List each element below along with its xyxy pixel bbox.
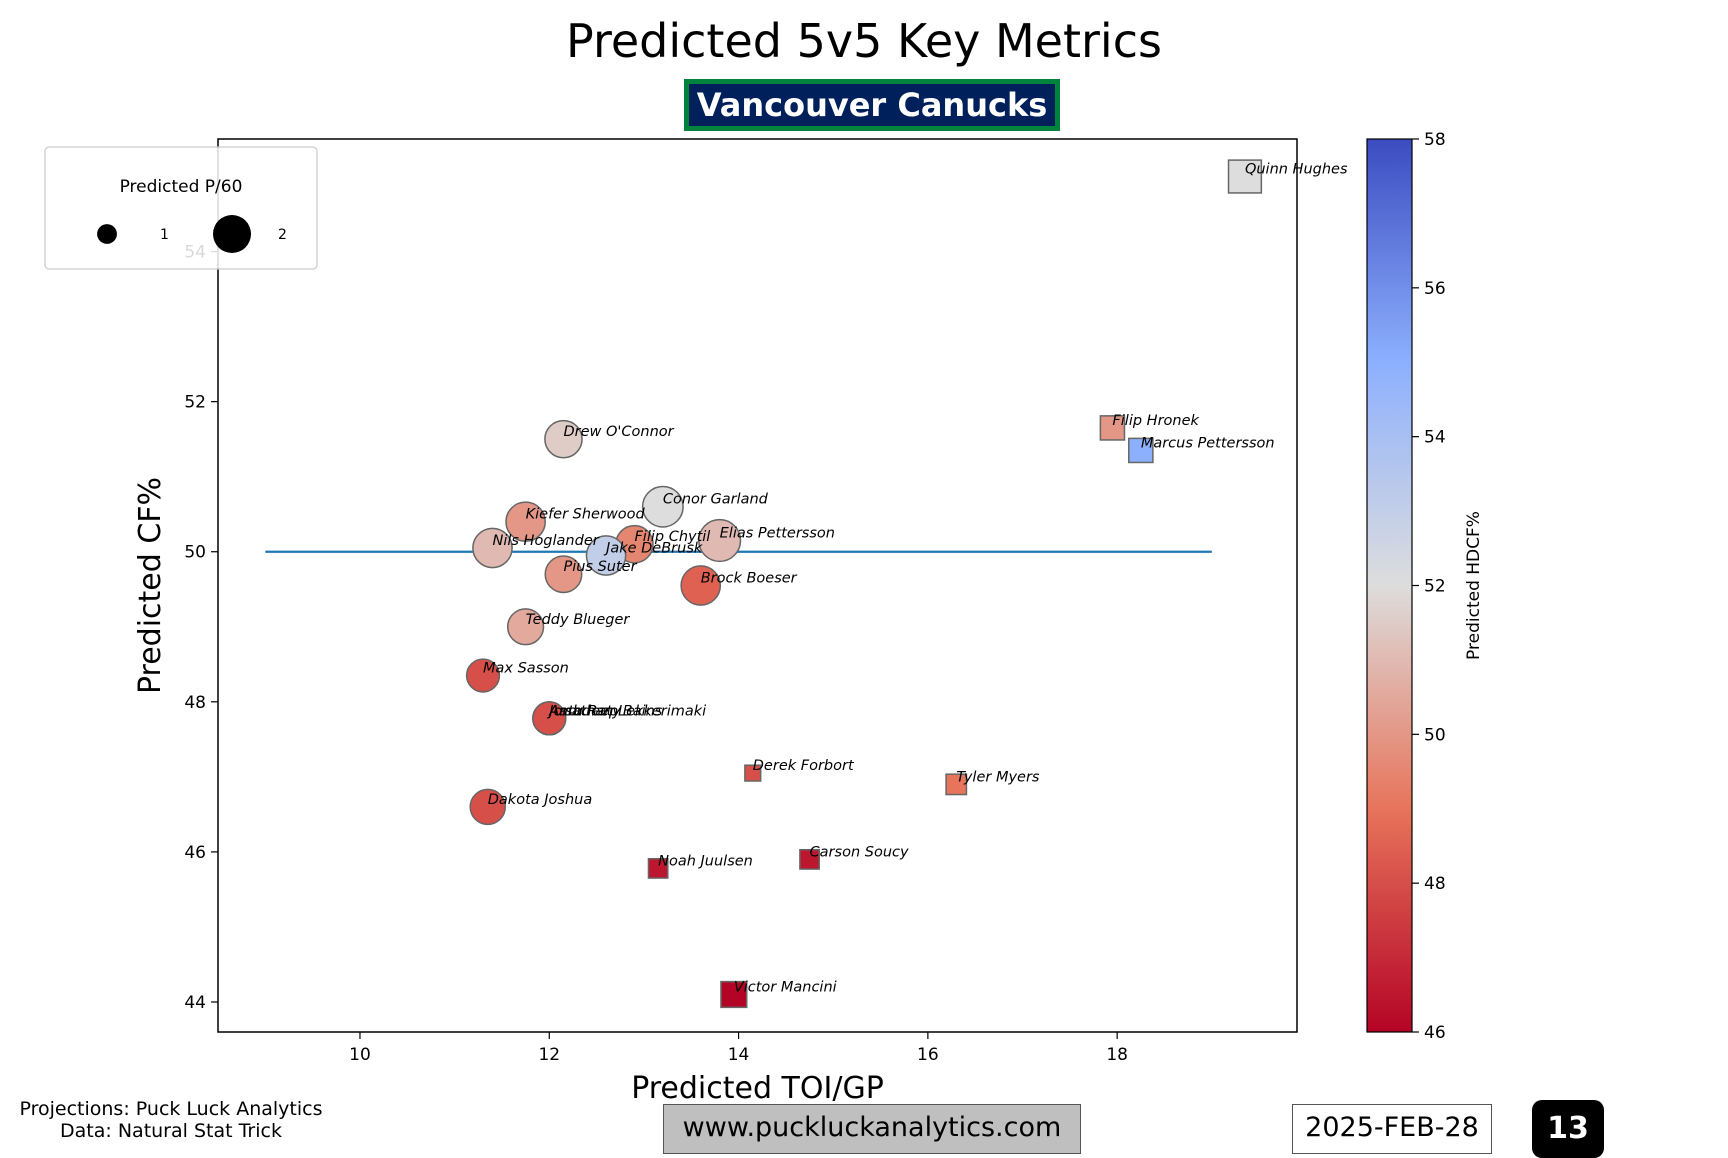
player-marker <box>585 535 627 576</box>
player-label: Elias Pettersson <box>720 525 835 541</box>
player-label: Quinn Hughes <box>1245 162 1348 178</box>
player-label: Victor Mancini <box>734 979 837 995</box>
player-marker <box>506 608 545 646</box>
player-label: Aatu Raty <box>548 703 621 719</box>
y-tick-label: 50 <box>184 543 206 563</box>
colorbar-tick-label: 48 <box>1424 874 1446 894</box>
player-marker <box>469 788 507 826</box>
colorbar-tick-label: 56 <box>1424 279 1446 299</box>
player-marker <box>1128 437 1154 464</box>
colorbar-tick-label: 52 <box>1424 577 1446 597</box>
player-marker <box>465 658 501 693</box>
player-label: Jonathan Lekkerimaki <box>546 703 706 719</box>
player-marker <box>641 485 684 528</box>
colorbar-tick-label: 46 <box>1424 1023 1446 1043</box>
credits: Projections: Puck Luck Analytics Data: N… <box>10 1098 332 1142</box>
colorbar-tick-label: 54 <box>1424 428 1446 448</box>
player-label: Marcus Pettersson <box>1141 435 1275 451</box>
size-legend-title: Predicted P/60 <box>120 177 243 197</box>
website-label: www.puckluckanalytics.com <box>663 1104 1081 1154</box>
player-label: Conor Garland <box>663 492 769 508</box>
page-number-badge: 13 <box>1532 1100 1604 1158</box>
page-title: Predicted 5v5 Key Metrics <box>566 14 1162 68</box>
colorbar-label: Predicted HDCF% <box>1464 511 1484 660</box>
x-tick-label: 16 <box>917 1045 939 1065</box>
size-legend-marker <box>97 224 117 244</box>
player-label: Drew O'Connor <box>563 424 674 440</box>
size-legend-marker <box>212 214 252 254</box>
x-tick-label: 18 <box>1106 1045 1128 1065</box>
size-legend-box <box>44 146 318 270</box>
player-marker <box>647 857 669 879</box>
y-axis-label: Predicted CF% <box>133 477 168 694</box>
y-tick-label: 44 <box>184 993 206 1013</box>
player-label: Filip Hronek <box>1112 413 1199 429</box>
player-label: Kiefer Sherwood <box>526 507 646 523</box>
player-marker <box>680 565 722 606</box>
size-legend-label: 2 <box>278 227 287 243</box>
player-label: Brock Boeser <box>701 571 798 587</box>
player-marker <box>544 419 583 459</box>
y-tick-label: 48 <box>184 693 206 713</box>
colorbar <box>1366 138 1413 1033</box>
player-marker <box>505 501 546 543</box>
date-label: 2025-FEB-28 <box>1292 1104 1492 1154</box>
player-label: Noah Juulsen <box>658 853 753 869</box>
player-marker <box>698 518 742 563</box>
player-label: Max Sasson <box>483 661 569 677</box>
player-label: Derek Forbort <box>753 758 855 774</box>
player-marker <box>544 555 583 594</box>
size-legend-label: 1 <box>160 227 169 243</box>
y-tick-label: 52 <box>184 393 206 413</box>
player-label: Nils Hoglander <box>492 533 599 549</box>
player-label: Carson Soucy <box>810 844 909 860</box>
player-label: Teddy Blueger <box>526 612 631 628</box>
player-label: Filip Chytil <box>634 529 710 545</box>
player-label: Jake DeBrusk <box>603 540 703 556</box>
player-marker <box>744 764 762 782</box>
player-marker <box>799 848 820 870</box>
x-tick-label: 14 <box>728 1045 750 1065</box>
player-marker <box>472 527 513 569</box>
y-tick-label: 46 <box>184 843 206 863</box>
player-label: Pius Suter <box>563 559 637 575</box>
data-credit: Data: Natural Stat Trick <box>60 1120 282 1142</box>
player-label: Dakota Joshua <box>488 792 592 808</box>
team-badge: Vancouver Canucks <box>684 79 1060 131</box>
colorbar-tick-label: 58 <box>1424 130 1446 150</box>
x-tick-label: 10 <box>349 1045 371 1065</box>
player-marker <box>1099 415 1126 441</box>
x-tick-label: 12 <box>538 1045 560 1065</box>
player-marker <box>532 701 567 736</box>
plot-frame <box>217 138 1298 1033</box>
player-label: Tyler Myers <box>956 769 1040 785</box>
player-marker <box>945 773 968 796</box>
projections-credit: Projections: Puck Luck Analytics <box>19 1098 323 1120</box>
player-label: Arshdeep Bains <box>548 703 663 719</box>
player-marker <box>1227 159 1263 194</box>
x-axis-label: Predicted TOI/GP <box>631 1071 884 1106</box>
player-marker <box>720 980 748 1009</box>
colorbar-tick-label: 50 <box>1424 725 1446 745</box>
